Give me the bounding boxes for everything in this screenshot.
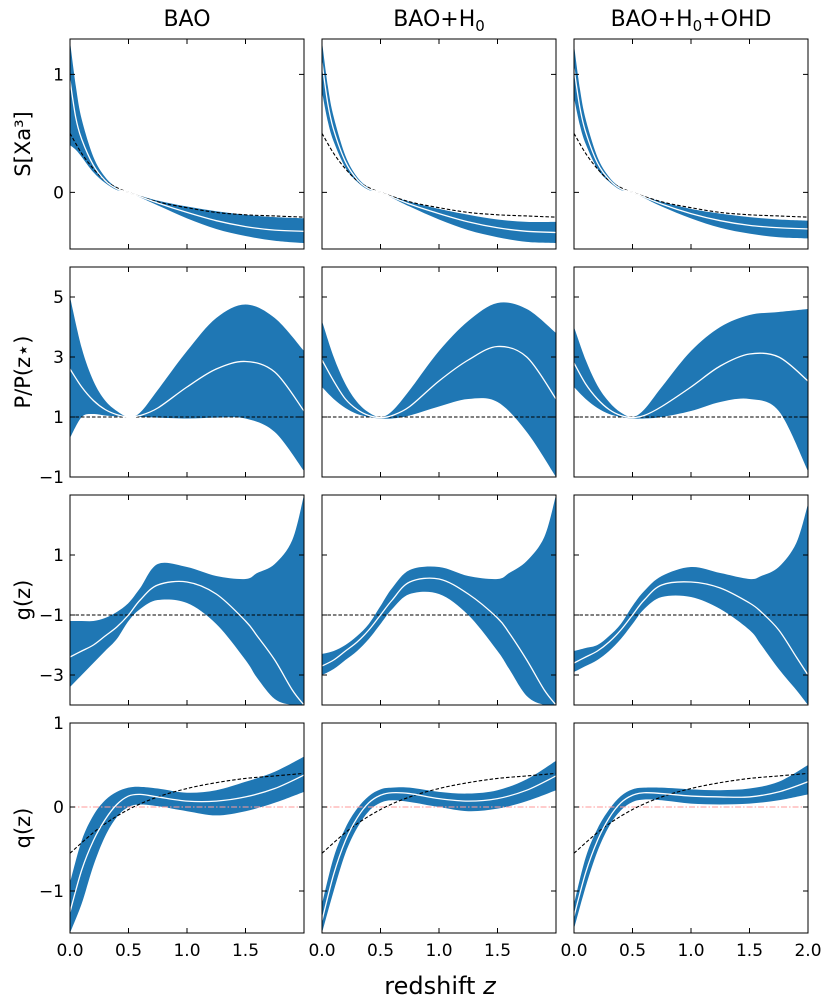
y-tick-label: −1 [39,468,64,488]
reference-line [574,133,808,218]
x-axis-title: redshift z [384,972,497,1000]
y-axis-label: q(z) [11,808,35,849]
panel-r4-c2 [321,722,557,934]
x-tick-label: 0.0 [308,941,335,961]
x-tick-label: 0.5 [619,941,646,961]
confidence-band [70,297,304,471]
panel-r3-c1 [69,494,305,706]
panel-r4-c3 [573,722,809,934]
x-tick-label: 1.5 [484,941,511,961]
panel-r1-c1 [69,38,305,250]
median-line [70,80,304,232]
confidence-band [322,302,556,477]
confidence-band [70,756,304,933]
panel-r2-c2 [321,266,557,478]
column-title: BAO [163,7,210,32]
confidence-band [574,309,808,471]
x-tick-label: 0.5 [115,941,142,961]
reference-line [574,772,808,854]
y-tick-label: 5 [53,288,64,308]
confidence-band [70,495,304,705]
panel-r2-c1 [69,266,305,478]
confidence-band [574,44,808,239]
y-tick-label: 0 [53,183,64,203]
confidence-band [70,41,304,244]
confidence-band [574,504,808,705]
confidence-band [322,495,556,705]
median-line [574,581,808,676]
y-tick-label: 1 [53,65,64,85]
panel-r4-c1 [69,722,305,934]
confidence-band [322,760,556,933]
confidence-band [574,765,808,929]
x-tick-label: 1.5 [232,941,259,961]
x-tick-label: 0.5 [367,941,394,961]
y-tick-label: −1 [39,882,64,902]
x-tick-label: 2.0 [794,941,821,961]
y-tick-label: −3 [39,666,64,686]
median-line [70,774,304,913]
y-tick-label: 1 [53,546,64,566]
median-line [574,781,808,917]
median-line [322,775,556,921]
median-line [322,62,556,234]
y-tick-label: 1 [53,714,64,734]
median-line [574,68,808,230]
panel-r3-c2 [321,494,557,706]
x-tick-label: 0.0 [560,941,587,961]
panel-r2-c3 [573,266,809,478]
x-tick-label: 1.0 [425,941,452,961]
median-line [70,360,304,418]
y-tick-label: 1 [53,408,64,428]
column-title: BAO+H0 [393,7,485,35]
y-axis-label: g(z) [11,580,35,621]
panel-r1-c3 [573,38,809,250]
y-axis-label: P/P(z⋆) [11,336,35,409]
x-tick-label: 1.0 [677,941,704,961]
reference-line [322,133,556,218]
median-line [70,580,304,705]
column-title: BAO+H0+OHD [611,7,772,35]
figure-labels: 1 0 S[Xa³] 5 3 1 −1 P/P(z⋆) 1 −1 −3 g(z) 0.0 0.5 1.0 1.… [11,7,822,1000]
y-tick-label: −1 [39,606,64,626]
reference-line [322,772,556,854]
panel-grid [69,38,809,934]
panel-frame [573,722,809,934]
x-tick-label: 1.0 [173,941,200,961]
median-line [574,352,808,419]
reference-line [70,133,304,218]
y-tick-label: 3 [53,348,64,368]
x-tick-label: 1.5 [736,941,763,961]
median-line [322,345,556,419]
median-line [322,577,556,705]
confidence-band [322,41,556,244]
reference-line [70,772,304,854]
panel-r3-c3 [573,494,809,706]
x-tick-label: 0.0 [56,941,83,961]
panel-r1-c2 [321,38,557,250]
y-axis-label: S[Xa³] [11,111,35,176]
y-tick-label: 0 [53,798,64,818]
